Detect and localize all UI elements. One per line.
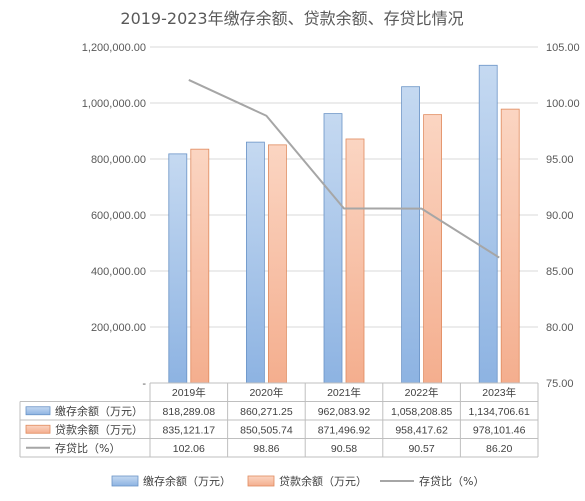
table-value-cell: 98.86 bbox=[253, 443, 279, 455]
chart-title: 2019-2023年缴存余额、贷款余额、存贷比情况 bbox=[120, 9, 463, 28]
data-table: 2019年 2020年 2021年 2022年 2023年缴存余额（万元） 818,289… bbox=[19, 382, 539, 458]
table-row-label: 缴存余额（万元） bbox=[55, 404, 143, 418]
table-header-cell: 2021年 bbox=[327, 386, 361, 399]
left-tick-label: 600,000.00 bbox=[91, 210, 146, 222]
table-legend-key bbox=[25, 406, 51, 416]
legend: 缴存余额（万元） 贷款余额（万元） 存贷比（%） bbox=[111, 474, 484, 488]
legend-item: 存贷比（%） bbox=[419, 474, 484, 488]
left-tick-label: 400,000.00 bbox=[91, 266, 146, 278]
table-legend-key bbox=[25, 424, 51, 434]
table-value-cell: 1,134,706.61 bbox=[469, 406, 530, 418]
table-value-cell: 835,121.17 bbox=[163, 424, 216, 436]
table-value-cell: 90.58 bbox=[331, 443, 357, 455]
table-header-cell: 2019年 bbox=[172, 386, 206, 399]
bar-loan-4 bbox=[500, 108, 520, 384]
table-row-label: 贷款余额（万元） bbox=[55, 422, 143, 436]
bar-loan-2 bbox=[345, 138, 365, 384]
right-tick-label: 90.00 bbox=[546, 210, 574, 222]
bar-deposit-1 bbox=[245, 141, 265, 384]
table-value-cell: 978,101.46 bbox=[473, 424, 526, 436]
left-tick-label: 200,000.00 bbox=[91, 322, 146, 334]
table-value-cell: 860,271.25 bbox=[240, 406, 293, 418]
left-tick-label: - bbox=[142, 378, 146, 390]
right-tick-label: 75.00 bbox=[546, 378, 574, 390]
table-row-label: 存贷比（%） bbox=[55, 441, 120, 455]
left-axis: - 200,000.00 400,000.00 600,000.00 800,000.0… bbox=[82, 42, 147, 390]
bar-deposit-0 bbox=[168, 153, 188, 384]
legend-item: 缴存余额（万元） bbox=[143, 474, 231, 488]
table-value-cell: 90.57 bbox=[408, 443, 434, 455]
right-axis: 75.00 80.00 85.00 90.00 95.00 100.00 105.00 bbox=[546, 42, 580, 390]
bar-deposit-3 bbox=[401, 86, 421, 384]
right-tick-label: 105.00 bbox=[546, 42, 580, 54]
table-value-cell: 818,289.08 bbox=[163, 406, 216, 418]
table-value-cell: 958,417.62 bbox=[395, 424, 448, 436]
legend-item: 贷款余额（万元） bbox=[279, 474, 367, 488]
right-tick-label: 80.00 bbox=[546, 322, 574, 334]
bars bbox=[168, 64, 520, 384]
table-value-cell: 850,505.74 bbox=[240, 424, 293, 436]
legend-key bbox=[111, 475, 139, 487]
line-series bbox=[188, 79, 500, 259]
bar-loan-0 bbox=[190, 148, 210, 384]
right-tick-label: 100.00 bbox=[546, 98, 580, 110]
right-tick-label: 95.00 bbox=[546, 154, 574, 166]
left-tick-label: 1,200,000.00 bbox=[82, 42, 146, 54]
gridlines bbox=[150, 46, 538, 328]
table-header-cell: 2023年 bbox=[482, 386, 516, 399]
table-value-cell: 102.06 bbox=[173, 443, 205, 455]
bar-deposit-4 bbox=[478, 64, 498, 384]
table-value-cell: 86.20 bbox=[486, 443, 512, 455]
table-value-cell: 871,496.92 bbox=[318, 424, 371, 436]
left-tick-label: 800,000.00 bbox=[91, 154, 146, 166]
table-header-cell: 2022年 bbox=[405, 386, 439, 399]
table-value-cell: 962,083.92 bbox=[318, 406, 371, 418]
bar-loan-3 bbox=[423, 114, 443, 384]
table-value-cell: 1,058,208.85 bbox=[391, 406, 452, 418]
bar-loan-1 bbox=[267, 144, 287, 384]
line-ratio bbox=[188, 79, 500, 259]
right-tick-label: 85.00 bbox=[546, 266, 574, 278]
legend-key bbox=[247, 475, 275, 487]
left-tick-label: 1,000,000.00 bbox=[82, 98, 146, 110]
bar-deposit-2 bbox=[323, 113, 343, 384]
table-header-cell: 2020年 bbox=[249, 386, 283, 399]
